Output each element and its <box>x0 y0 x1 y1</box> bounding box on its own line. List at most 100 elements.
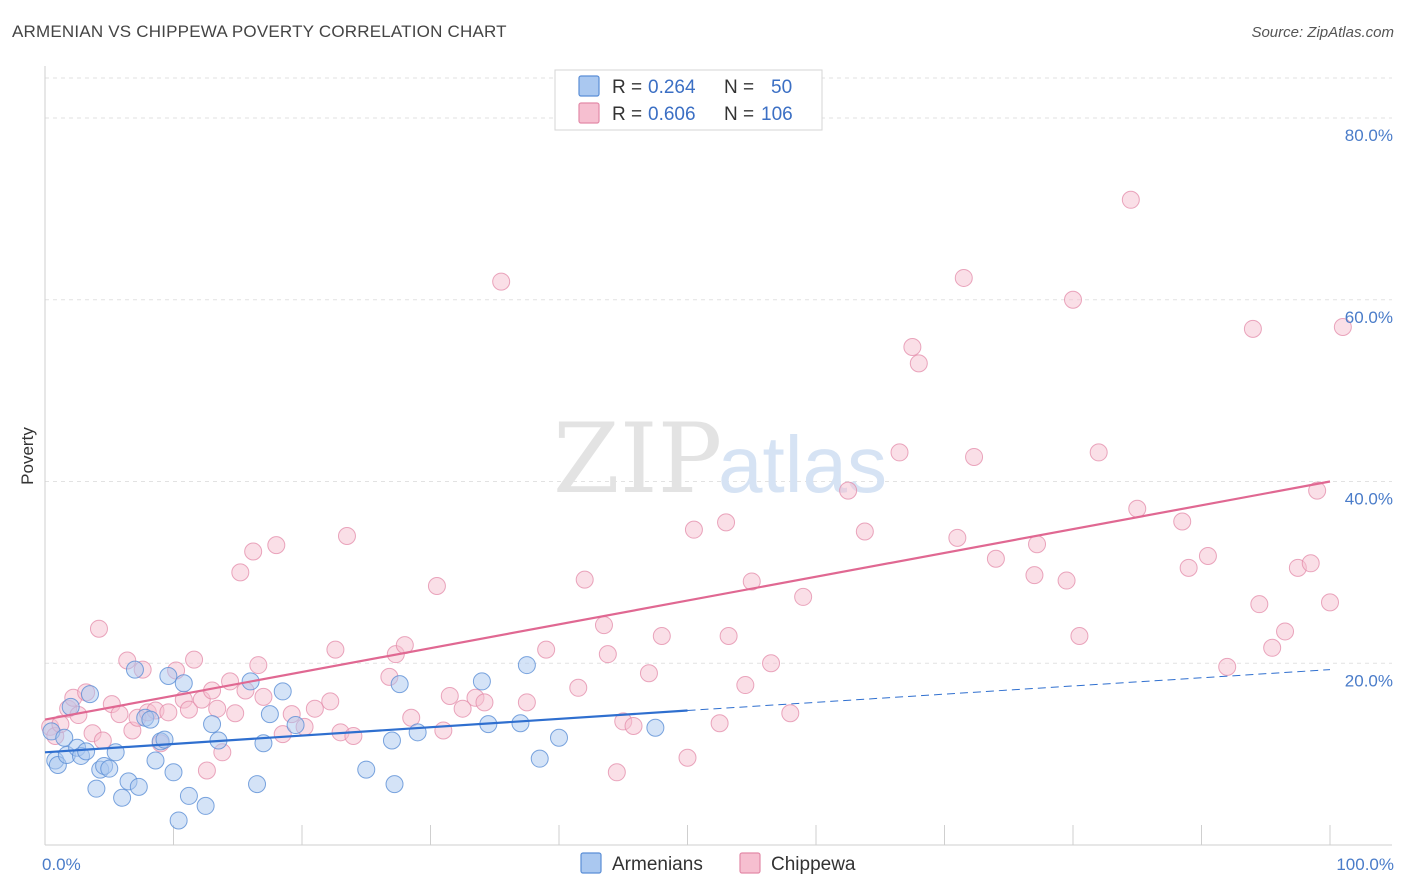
armenians-point <box>100 759 119 778</box>
chippewa-point <box>1070 626 1089 645</box>
chippewa-point <box>986 549 1005 568</box>
chippewa-point <box>678 748 697 767</box>
armenians-point <box>146 751 165 770</box>
chippewa-point <box>1173 512 1192 531</box>
y-tick-label-80: 80.0% <box>1345 126 1393 145</box>
chippewa-point <box>1057 571 1076 590</box>
legend-n-value-chippewa: 106 <box>761 104 793 125</box>
bottom-legend-swatch-armenians <box>580 852 602 874</box>
chippewa-point <box>710 714 729 733</box>
chippewa-point <box>948 528 967 547</box>
chippewa-point <box>337 527 356 546</box>
x-tick-label-max: 100.0% <box>1336 855 1394 874</box>
chippewa-point <box>244 542 263 561</box>
chippewa-point <box>1250 595 1269 614</box>
chippewa-point <box>1028 535 1047 554</box>
armenians-point <box>550 728 568 747</box>
armenians-point <box>87 779 106 798</box>
armenians-point <box>472 672 491 691</box>
chippewa-point <box>652 626 671 645</box>
chippewa-point <box>742 572 761 591</box>
chippewa-point <box>197 761 216 780</box>
chippewa-point <box>1198 547 1217 566</box>
axes <box>44 66 1392 846</box>
chippewa-point <box>179 700 198 719</box>
chippewa-point <box>639 664 658 683</box>
chippewa-point <box>1025 566 1044 585</box>
chippewa-point <box>1128 499 1147 518</box>
legend-n-label-armenians: N = <box>724 77 754 98</box>
armenians-point <box>385 775 404 794</box>
chippewa-point <box>762 654 781 673</box>
armenians-point <box>408 723 427 742</box>
armenians-point <box>203 715 222 734</box>
chippewa-point <box>492 272 511 291</box>
trend-lines <box>44 480 1331 754</box>
armenians-trend-extension <box>687 669 1331 712</box>
armenians-point <box>273 682 292 701</box>
armenians-point <box>141 710 160 729</box>
chippewa-point <box>93 731 112 750</box>
legend-r-value-chippewa: 0.606 <box>648 104 696 125</box>
chippewa-point <box>569 678 588 697</box>
chippewa-point <box>249 656 268 675</box>
armenians-point <box>646 718 665 737</box>
chippewa-point <box>89 619 108 638</box>
chippewa-point <box>1263 638 1282 657</box>
chippewa-point <box>110 705 129 724</box>
chippewa-point <box>517 693 536 712</box>
armenians-point <box>248 775 267 794</box>
legend-swatch-chippewa <box>578 102 600 124</box>
legend-swatch-armenians <box>578 75 600 97</box>
chippewa-point <box>903 338 922 357</box>
armenians-point <box>357 760 376 779</box>
chippewa-point <box>1064 290 1082 309</box>
chippewa-point <box>321 692 340 711</box>
armenians-point <box>77 742 96 761</box>
chippewa-point <box>326 640 345 659</box>
armenians-trend-line <box>44 709 688 754</box>
watermark-zip: ZIP <box>553 403 722 515</box>
source-label: Source: ZipAtlas.com <box>1251 24 1394 41</box>
y-tick-labels: 20.0% 40.0% 60.0% 80.0% <box>1345 126 1393 690</box>
x-tick-label-min: 0.0% <box>42 855 81 874</box>
chippewa-point <box>954 268 973 287</box>
chippewa-point <box>855 522 874 541</box>
legend-r-value-armenians: 0.264 <box>648 77 696 98</box>
armenians-point <box>260 705 279 724</box>
chippewa-point <box>909 354 928 373</box>
chippewa-point <box>1276 622 1295 641</box>
armenians-point <box>382 731 401 750</box>
legend-n-label-chippewa: N = <box>724 104 754 125</box>
chippewa-point <box>624 716 643 735</box>
chippewa-point <box>1308 481 1327 500</box>
chippewa-point <box>434 721 453 740</box>
chippewa-point <box>598 645 617 664</box>
chippewa-point <box>254 687 273 706</box>
chippewa-point <box>1333 318 1352 337</box>
chippewa-point <box>1321 593 1339 612</box>
chippewa-point <box>231 563 250 582</box>
armenians-point <box>80 685 99 704</box>
bottom-legend-label-armenians: Armenians <box>612 854 703 875</box>
armenians-point <box>530 749 549 768</box>
y-tick-label-20: 20.0% <box>1345 671 1393 690</box>
armenians-point <box>196 796 215 815</box>
chippewa-point <box>1243 319 1262 338</box>
chippewa-point <box>736 676 755 695</box>
y-tick-label-60: 60.0% <box>1345 308 1393 327</box>
armenians-point <box>286 716 305 735</box>
bottom-legend-swatch-chippewa <box>739 852 761 874</box>
bottom-legend: Armenians Chippewa <box>580 852 856 875</box>
chippewa-point <box>1089 443 1108 462</box>
armenians-point <box>390 675 409 694</box>
chippewa-point <box>575 570 594 589</box>
chippewa-point <box>440 686 459 705</box>
armenians-point <box>179 786 198 805</box>
chippewa-point <box>1218 657 1237 676</box>
chippewa-point <box>717 513 736 532</box>
armenians-point <box>164 763 183 782</box>
chippewa-point <box>839 481 858 500</box>
chippewa-point <box>159 703 178 722</box>
